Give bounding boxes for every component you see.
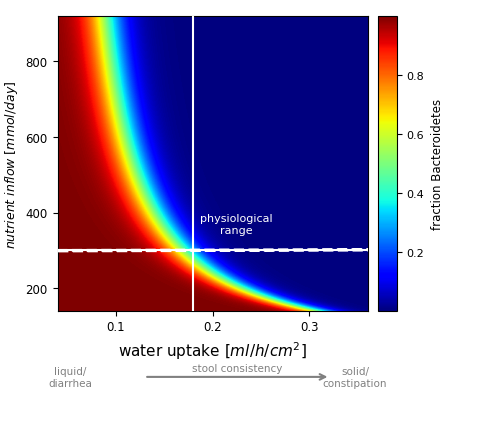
Y-axis label: fraction Bacteroidetes: fraction Bacteroidetes xyxy=(431,98,444,230)
Text: liquid/
diarrhea: liquid/ diarrhea xyxy=(48,366,92,388)
X-axis label: water uptake $[ml/h/cm^2]$: water uptake $[ml/h/cm^2]$ xyxy=(118,339,307,361)
Text: physiological
range: physiological range xyxy=(200,213,273,235)
Y-axis label: nutrient inflow $[mmol/day]$: nutrient inflow $[mmol/day]$ xyxy=(3,80,20,248)
Text: stool consistency: stool consistency xyxy=(192,363,282,374)
Text: solid/
constipation: solid/ constipation xyxy=(323,366,387,388)
